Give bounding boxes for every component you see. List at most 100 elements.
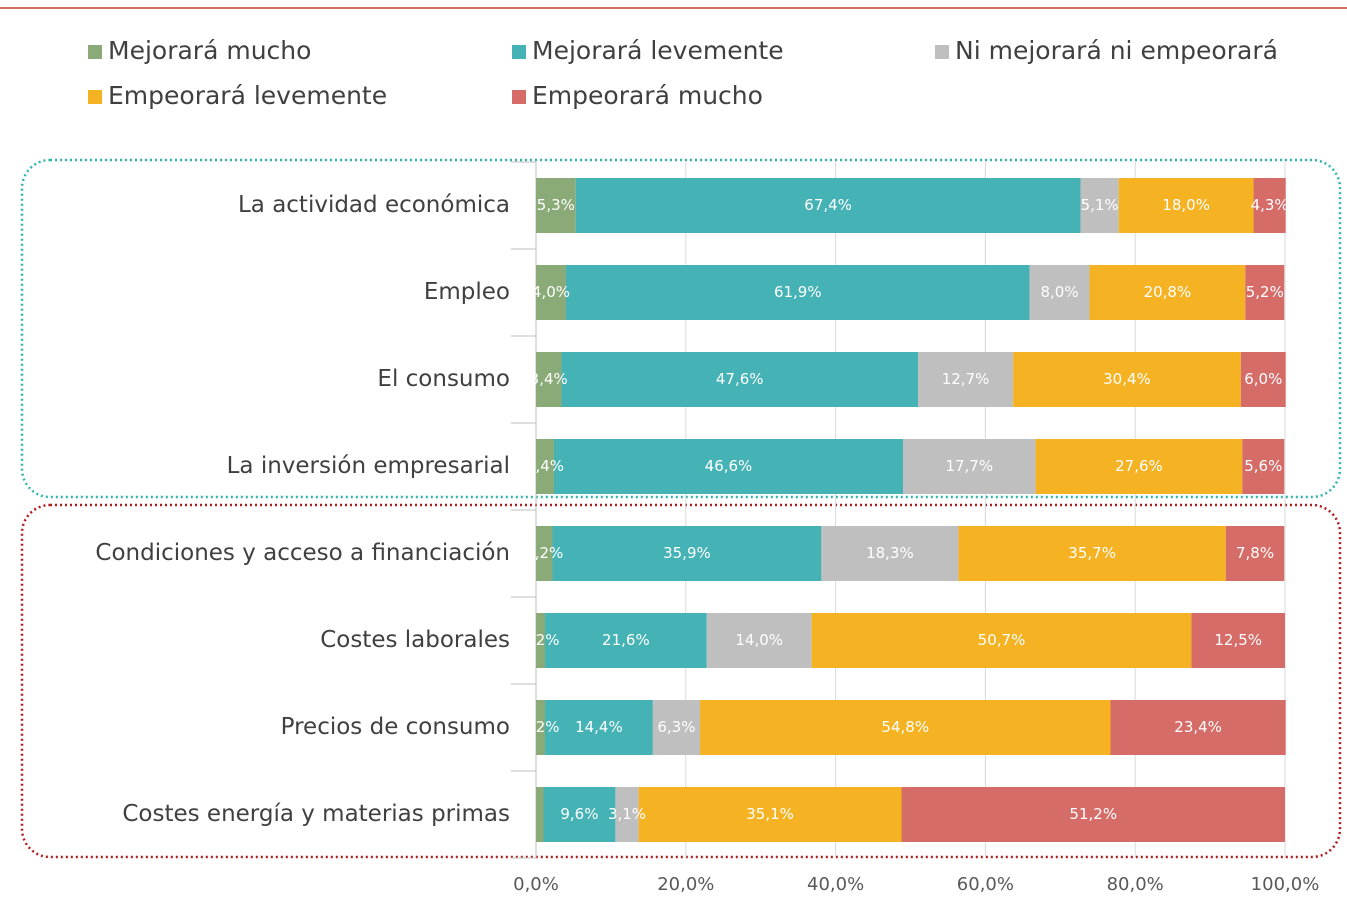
legend-label: Mejorará mucho (108, 36, 311, 65)
legend-swatch (88, 90, 102, 104)
bar-segment (536, 352, 562, 407)
x-tick-label: 40,0% (807, 874, 864, 895)
legend-swatch (512, 45, 526, 59)
data-label: 35,9% (663, 544, 711, 562)
bar-segment (1035, 439, 1243, 494)
bar-segment (1242, 439, 1285, 494)
data-label: 47,6% (716, 370, 764, 388)
bar-segment (917, 352, 1014, 407)
data-label: 2,2% (525, 544, 563, 562)
category-label: El consumo (377, 366, 510, 392)
data-label: 12,7% (942, 370, 990, 388)
data-label: 5,3% (537, 196, 575, 214)
bar-segment (1110, 700, 1286, 755)
group-frame (20, 503, 1342, 859)
data-label: 9,6% (560, 805, 598, 823)
category-label: La actividad económica (238, 192, 510, 218)
data-label: 12,5% (1214, 631, 1262, 649)
category-label: Precios de consumo (281, 714, 510, 740)
x-tick-label: 80,0% (1107, 874, 1164, 895)
legend-swatch (512, 90, 526, 104)
data-label: 27,6% (1115, 457, 1163, 475)
data-label: 46,6% (705, 457, 753, 475)
bar-segment (561, 352, 918, 407)
data-label: 67,4% (804, 196, 852, 214)
bar-segment (536, 439, 554, 494)
bar-segment (544, 700, 653, 755)
data-label: 1,2% (521, 631, 559, 649)
bar-segment (565, 265, 1030, 320)
data-label: 7,8% (1236, 544, 1274, 562)
data-label: 1,2% (521, 718, 559, 736)
data-label: 18,3% (866, 544, 914, 562)
bar-segment (811, 613, 1192, 668)
bar-segment (1013, 352, 1241, 407)
data-label: 14,4% (575, 718, 623, 736)
data-label: 3,4% (530, 370, 568, 388)
bar-segment (1089, 265, 1246, 320)
data-label: 23,4% (1174, 718, 1222, 736)
bar-segment (652, 700, 701, 755)
bar-segment (552, 526, 822, 581)
data-label: 21,6% (602, 631, 650, 649)
category-label: Condiciones y acceso a financiación (95, 540, 510, 566)
data-label: 3,1% (608, 805, 646, 823)
data-label: 30,4% (1103, 370, 1151, 388)
bar-segment (1080, 178, 1119, 233)
bar-segment (536, 700, 545, 755)
legend-label: Empeorará levemente (108, 81, 387, 110)
x-tick-label: 0,0% (513, 874, 559, 895)
group-frame (20, 158, 1342, 499)
data-label: 17,7% (945, 457, 993, 475)
bar-segment (903, 439, 1036, 494)
bar-segment (1245, 265, 1285, 320)
bar-segment (1118, 178, 1254, 233)
bar-segment (536, 526, 553, 581)
category-label: Costes laborales (320, 627, 510, 653)
x-tick-label: 60,0% (957, 874, 1014, 895)
data-label: 18,0% (1162, 196, 1210, 214)
bar-segment (1191, 613, 1285, 668)
bar-segment (615, 787, 639, 842)
bar-segment (901, 787, 1285, 842)
legend-label: Ni mejorará ni empeorará (955, 36, 1278, 65)
x-tick-label: 20,0% (657, 874, 714, 895)
data-label: 4,0% (532, 283, 570, 301)
data-label: 51,2% (1069, 805, 1117, 823)
legend-swatch (88, 45, 102, 59)
legend-label: Empeorará mucho (532, 81, 763, 110)
legend-label: Mejorará levemente (532, 36, 784, 65)
bar-segment (958, 526, 1226, 581)
data-label: 5,6% (1244, 457, 1282, 475)
legend-swatch (935, 45, 949, 59)
bar-segment (544, 613, 707, 668)
data-label: 8,0% (1040, 283, 1078, 301)
bar-segment (821, 526, 959, 581)
data-label: 35,7% (1068, 544, 1116, 562)
data-label: 2,4% (526, 457, 564, 475)
data-label: 5,2% (1246, 283, 1284, 301)
data-label: 54,8% (881, 718, 929, 736)
bar-segment (553, 439, 904, 494)
data-label: 50,7% (978, 631, 1026, 649)
bar-segment (536, 613, 545, 668)
bar-segment (1253, 178, 1286, 233)
data-label: 35,1% (746, 805, 794, 823)
bar-segment (543, 787, 616, 842)
category-label: Empleo (424, 279, 510, 305)
data-label: 5,1% (1081, 196, 1119, 214)
bar-segment (1240, 352, 1286, 407)
bar-segment (536, 178, 576, 233)
data-label: 6,3% (657, 718, 695, 736)
bar-segment (706, 613, 812, 668)
bar-segment (536, 787, 544, 842)
data-label: 6,0% (1244, 370, 1282, 388)
bar-segment (638, 787, 902, 842)
bar-segment (536, 265, 566, 320)
category-label: La inversión empresarial (227, 453, 510, 479)
category-label: Costes energía y materias primas (122, 801, 510, 827)
bar-segment (1029, 265, 1090, 320)
data-label: 4,3% (1251, 196, 1289, 214)
data-label: 14,0% (735, 631, 783, 649)
